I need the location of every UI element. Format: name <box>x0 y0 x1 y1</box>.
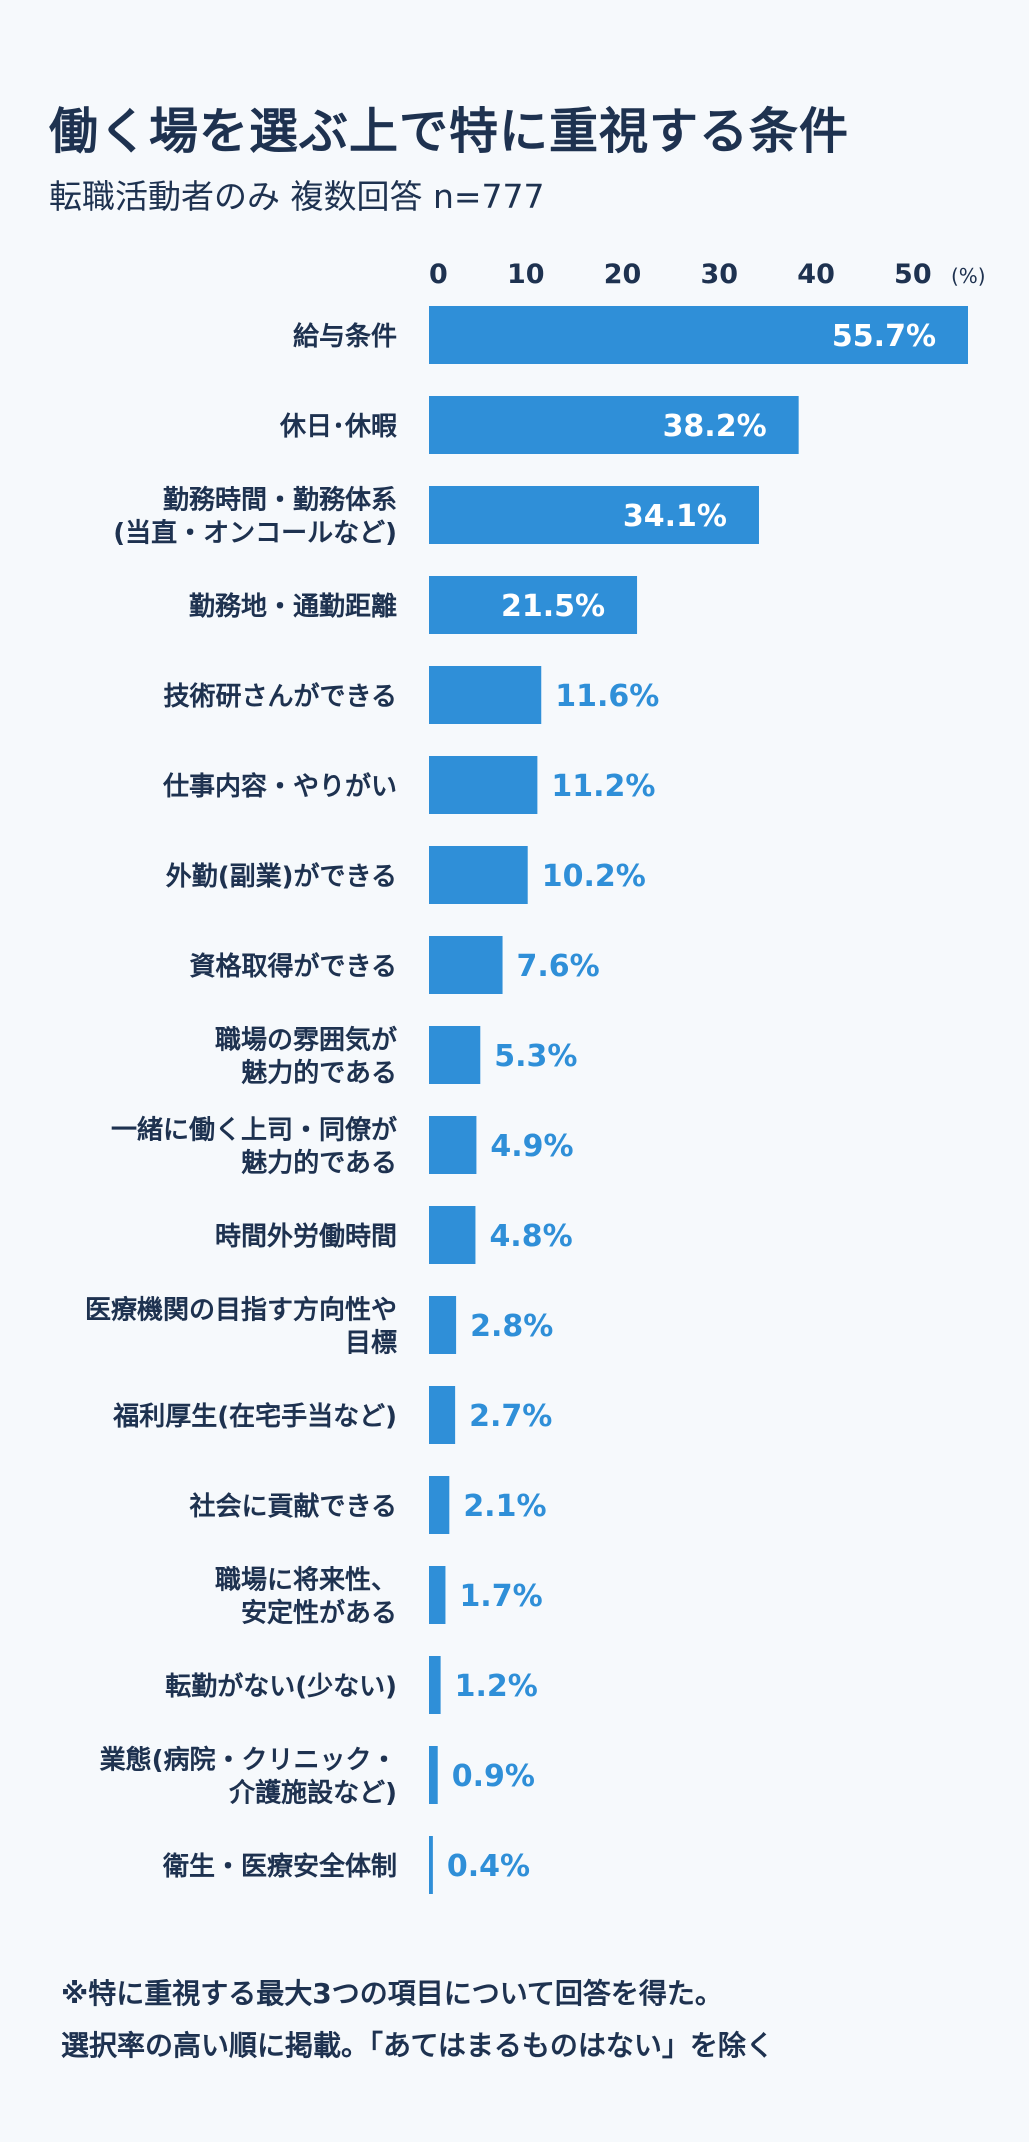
category-label: 休日･休暇 <box>279 412 397 442</box>
category-label: 外勤(副業)ができる <box>166 861 397 892</box>
x-tick-label: 30 <box>701 259 739 290</box>
category-label: 福利厚生(在宅手当など) <box>112 1401 397 1432</box>
x-tick-label: 10 <box>507 259 545 290</box>
x-tick-label: 50 <box>894 259 932 290</box>
value-label: 2.1% <box>463 1489 546 1524</box>
category-label: (当直・オンコールなど) <box>113 519 397 549</box>
category-label: 資格取得ができる <box>190 951 397 982</box>
bar <box>429 396 799 454</box>
category-label: 技術研さんができる <box>164 681 397 712</box>
x-tick-label: 20 <box>604 259 642 290</box>
category-label: 介護施設など) <box>228 1778 397 1809</box>
footnote-line-1: ※特に重視する最大3つの項目について回答を得た。 <box>61 1977 723 2010</box>
bar <box>429 1746 438 1804</box>
value-label: 7.6% <box>517 949 600 984</box>
value-label: 11.6% <box>555 679 659 714</box>
bar <box>429 1116 477 1174</box>
value-label: 2.7% <box>469 1399 552 1434</box>
value-label: 38.2% <box>663 409 767 444</box>
footnote-line-2: 選択率の高い順に掲載。「あてはまるものはない」を除く <box>61 2029 774 2062</box>
category-label: 医療機関の目指す方向性や <box>85 1295 397 1326</box>
x-axis-ticks: 0 10 20 30 40 50 (%) <box>429 259 986 290</box>
bar <box>429 666 542 724</box>
value-label: 4.9% <box>490 1129 573 1164</box>
category-label: 目標 <box>345 1329 397 1359</box>
bar <box>429 846 528 904</box>
x-axis-unit: (%) <box>951 264 986 288</box>
value-label: 55.7% <box>832 319 936 354</box>
bar <box>429 1386 456 1444</box>
bar-rows: 給与条件 55.7% 休日･休暇 38.2% 勤務時間・勤務体系(当直・オンコールなど)… <box>85 306 968 1894</box>
value-label: 10.2% <box>542 859 646 894</box>
value-label: 34.1% <box>623 499 727 534</box>
bar <box>429 936 503 994</box>
bar <box>429 1476 450 1534</box>
bar <box>429 1206 476 1264</box>
category-label: 転勤がない(少ない) <box>165 1671 397 1702</box>
category-label: 業態(病院・クリニック・ <box>100 1745 397 1776</box>
value-label: 21.5% <box>501 589 605 624</box>
bar <box>429 1566 446 1624</box>
bar <box>429 1026 481 1084</box>
value-label: 2.8% <box>470 1309 553 1344</box>
value-label: 0.9% <box>452 1759 535 1794</box>
bar <box>429 1656 441 1714</box>
bar <box>429 1296 457 1354</box>
value-label: 11.2% <box>551 769 655 804</box>
category-label: 職場に将来性、 <box>215 1566 397 1596</box>
category-label: 勤務地・通勤距離 <box>189 591 397 622</box>
category-label: 魅力的である <box>241 1148 397 1179</box>
category-label: 安定性がある <box>241 1598 397 1629</box>
value-label: 5.3% <box>494 1039 577 1074</box>
x-tick-label: 40 <box>797 259 835 290</box>
category-label: 勤務時間・勤務体系 <box>163 486 397 516</box>
category-label: 社会に貢献できる <box>190 1491 397 1522</box>
chart-subtitle: 転職活動者のみ 複数回答 n=777 <box>49 177 545 216</box>
category-label: 仕事内容・やりがい <box>162 771 397 802</box>
category-label: 給与条件 <box>293 321 397 352</box>
value-label: 4.8% <box>489 1219 572 1254</box>
bar-chart: 0 10 20 30 40 50 (%) 給与条件 55.7% 休日･休暇 38.2% 勤務時間・勤… <box>85 259 986 1894</box>
value-label: 1.2% <box>455 1669 538 1704</box>
bar <box>429 486 759 544</box>
category-label: 衛生・医療安全体制 <box>162 1851 397 1882</box>
value-label: 0.4% <box>447 1849 530 1884</box>
category-label: 時間外労働時間 <box>215 1222 397 1252</box>
value-label: 1.7% <box>459 1579 542 1614</box>
bar <box>429 756 538 814</box>
category-label: 魅力的である <box>241 1058 397 1089</box>
footnotes: ※特に重視する最大3つの項目について回答を得た。 選択率の高い順に掲載。「あては… <box>61 1968 774 2072</box>
bar <box>429 576 638 634</box>
x-tick-label: 0 <box>429 259 448 290</box>
bar <box>429 1836 433 1894</box>
category-label: 職場の雰囲気が <box>215 1025 397 1056</box>
category-label: 一緒に働く上司・同僚が <box>111 1115 397 1146</box>
bar <box>429 306 968 364</box>
chart-title: 働く場を選ぶ上で特に重視する条件 <box>49 103 850 160</box>
